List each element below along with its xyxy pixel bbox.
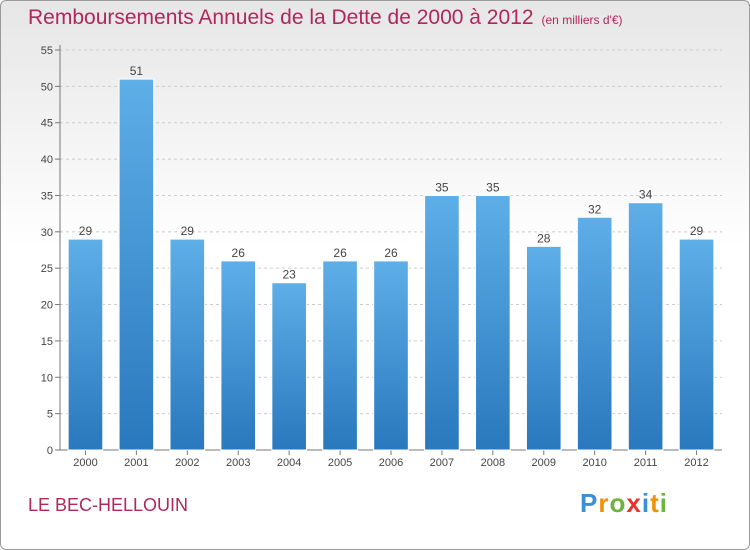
x-tick-label-2005: 2005 <box>328 457 352 469</box>
value-label-2009: 28 <box>537 231 551 245</box>
value-label-2010: 32 <box>588 202 602 216</box>
value-label-2006: 26 <box>384 246 398 260</box>
bars <box>67 78 715 451</box>
x-tick-label-2001: 2001 <box>124 457 148 469</box>
x-tick-label-2004: 2004 <box>277 457 301 469</box>
x-tick-label-2000: 2000 <box>73 457 97 469</box>
value-label-2011: 34 <box>639 188 653 202</box>
y-tick-label: 40 <box>41 154 53 166</box>
bar-2005 <box>322 260 358 451</box>
x-tick-label-2006: 2006 <box>379 457 403 469</box>
proxiti-logo: Proxiti <box>580 488 668 518</box>
chart-subtitle: (en milliers d'€) <box>541 13 623 27</box>
labels: 29 2000 51 2001 29 2002 26 2003 23 2004 26 2005 26 20… <box>73 64 709 469</box>
chart-title-text: Remboursements Annuels de la Dette de 20… <box>28 6 534 29</box>
y-tick-label: 10 <box>41 372 53 384</box>
value-label-2003: 26 <box>232 246 246 260</box>
x-tick-label-2011: 2011 <box>634 457 658 469</box>
value-label-2001: 51 <box>130 64 144 78</box>
x-tick-label-2002: 2002 <box>175 457 199 469</box>
bar-2012 <box>678 238 715 451</box>
y-tick-label: 50 <box>41 81 53 93</box>
x-tick-label-2008: 2008 <box>481 457 505 469</box>
y-tick-label: 25 <box>41 263 53 275</box>
bar-2010 <box>576 216 613 451</box>
bar-2007 <box>424 194 460 451</box>
value-label-2004: 23 <box>282 268 296 282</box>
y-tick-label: 15 <box>41 336 53 348</box>
y-tick-label: 55 <box>41 45 53 57</box>
y-tick-label: 5 <box>47 409 53 421</box>
bar-2006 <box>373 260 409 451</box>
y-tick-label: 0 <box>47 445 53 457</box>
value-label-2007: 35 <box>435 180 449 194</box>
x-tick-label-2009: 2009 <box>532 457 556 469</box>
bar-2001 <box>118 78 155 451</box>
commune-name: LE BEC-HELLOUIN <box>28 495 189 515</box>
bar-2004 <box>271 282 307 451</box>
y-tick-label: 30 <box>41 227 53 239</box>
y-tick-label: 45 <box>41 118 53 130</box>
bar-2000 <box>67 238 104 451</box>
value-label-2012: 29 <box>690 224 704 238</box>
value-label-2000: 29 <box>79 224 93 238</box>
bar-2011 <box>627 202 664 451</box>
bar-2002 <box>169 238 206 451</box>
value-label-2002: 29 <box>181 224 195 238</box>
value-label-2005: 26 <box>333 246 347 260</box>
y-tick-label: 20 <box>41 300 53 312</box>
x-tick-label-2007: 2007 <box>430 457 454 469</box>
bar-2008 <box>475 194 511 451</box>
x-tick-label-2010: 2010 <box>582 457 606 469</box>
bar-2003 <box>220 260 257 451</box>
bar-2009 <box>525 245 562 451</box>
chart-title: Remboursements Annuels de la Dette de 20… <box>28 6 623 30</box>
value-label-2008: 35 <box>486 180 500 194</box>
y-tick-label: 35 <box>41 190 53 202</box>
x-tick-label-2012: 2012 <box>684 457 708 469</box>
x-tick-label-2003: 2003 <box>226 457 250 469</box>
